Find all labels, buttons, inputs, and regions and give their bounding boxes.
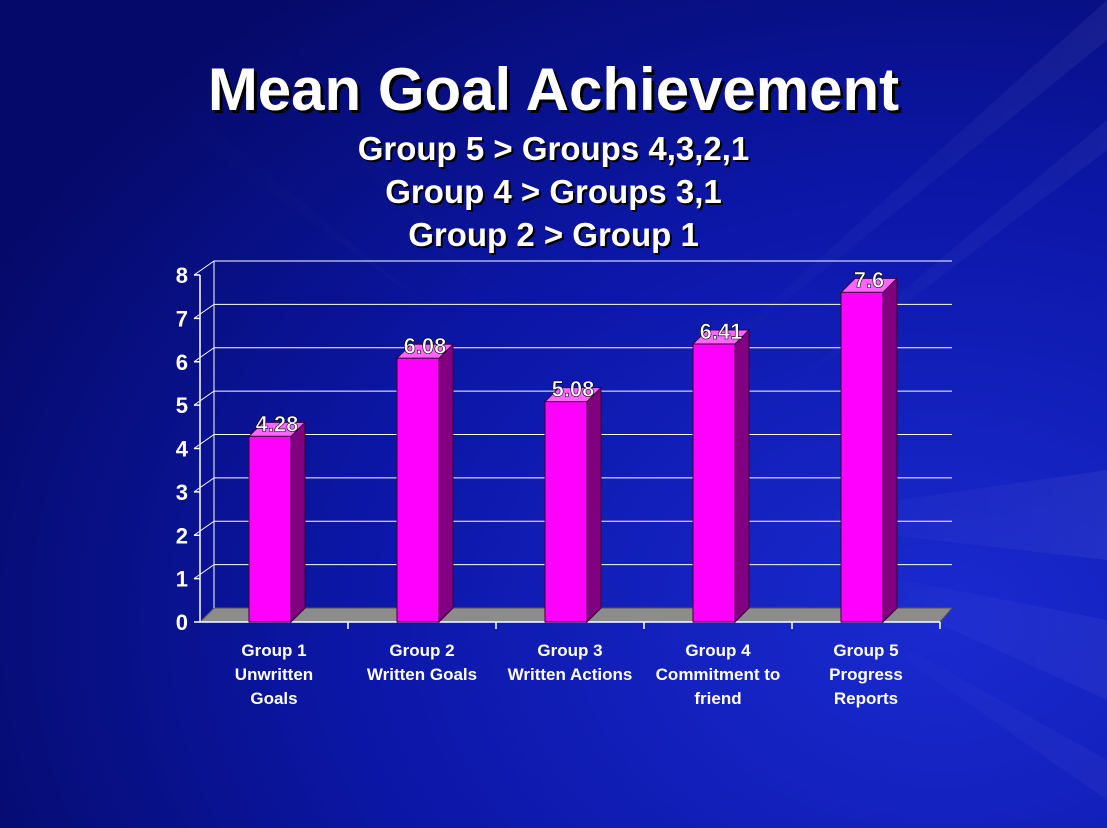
category-label: Group 2 Written Goals — [367, 641, 477, 684]
data-label: 6.41 — [700, 319, 743, 344]
category-label-line: Group 4 — [685, 641, 751, 660]
y-tick-label: 3 — [176, 480, 188, 505]
data-labels: 4.28 6.08 5.08 6.41 7.6 — [255, 267, 885, 437]
category-label-line: Group 3 — [537, 641, 602, 660]
category-label-line: Reports — [834, 689, 898, 708]
y-tick-label: 8 — [176, 263, 188, 288]
slide-title: Mean Goal Achievement — [207, 56, 900, 123]
bar-side — [734, 328, 750, 624]
category-label: Group 5 Progress Reports — [829, 641, 903, 708]
grid-line-connector — [193, 303, 215, 319]
data-label: 7.6 — [854, 267, 885, 292]
bar-front — [248, 435, 292, 623]
background-rays — [0, 0, 1107, 800]
bar — [247, 421, 307, 624]
bar — [839, 277, 899, 624]
category-label-line: Group 2 — [389, 641, 454, 660]
category-label-line: Written Goals — [367, 665, 477, 684]
grid-line-connector — [193, 260, 215, 276]
bar — [395, 343, 455, 624]
y-tick-label: 0 — [176, 610, 188, 635]
category-labels: Group 1 Unwritten Goals Group 2 Written Goal… — [235, 641, 903, 708]
grid-line-connector — [193, 434, 215, 449]
bar-front — [692, 343, 736, 623]
grid-line-connector — [193, 564, 215, 580]
y-tick-labels: 0 1 2 3 4 5 6 7 8 — [176, 263, 189, 635]
bar — [691, 328, 751, 624]
category-label-line: Unwritten — [235, 665, 313, 684]
bar-side — [438, 343, 454, 624]
category-label-line: Progress — [829, 665, 903, 684]
bar-front — [396, 357, 440, 623]
y-tick-label: 2 — [176, 523, 188, 548]
bar-side — [290, 421, 306, 624]
bar-side — [882, 277, 898, 624]
y-tick-label: 6 — [176, 350, 188, 375]
category-label-line: Goals — [250, 689, 297, 708]
data-label: 6.08 — [404, 333, 447, 358]
category-label-line: friend — [694, 689, 741, 708]
bar — [543, 386, 603, 624]
category-label-line: Written Actions — [508, 665, 633, 684]
bar-front — [544, 401, 588, 623]
grid-line-connector — [193, 347, 215, 363]
data-label: 5.08 — [552, 377, 595, 402]
grid-line-connector — [193, 520, 215, 536]
data-label: 4.28 — [256, 411, 299, 436]
y-tick-label: 1 — [176, 567, 188, 592]
grid-line-connector — [193, 477, 215, 493]
bar-side — [586, 386, 602, 624]
category-label: Group 1 Unwritten Goals — [235, 641, 313, 708]
y-tick-label: 5 — [176, 393, 188, 418]
category-label: Group 4 Commitment to friend — [656, 641, 781, 708]
y-tick-label: 4 — [176, 437, 189, 462]
category-label-line: Group 5 — [833, 641, 898, 660]
category-label-line: Commitment to — [656, 665, 781, 684]
bars — [247, 277, 899, 624]
grid-line-connector — [193, 390, 215, 406]
category-label: Group 3 Written Actions — [508, 641, 633, 684]
category-label-line: Group 1 — [241, 641, 306, 660]
subtitle-line-3: Group 2 > Group 1 — [408, 216, 699, 253]
y-tick-label: 7 — [176, 306, 188, 331]
subtitle-line-1: Group 5 > Groups 4,3,2,1 — [357, 130, 750, 167]
subtitle-line-2: Group 4 > Groups 3,1 — [385, 173, 722, 210]
bar-front — [840, 291, 884, 623]
